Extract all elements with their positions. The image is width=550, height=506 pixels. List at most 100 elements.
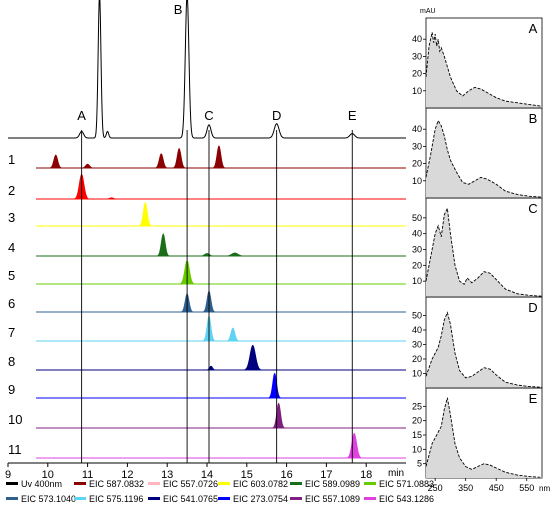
x-tick-label-18: 18 — [360, 469, 372, 481]
y-tick-label: 10 — [412, 276, 422, 286]
legend-swatch — [364, 497, 376, 500]
legend-item: EIC 573.1040 — [6, 494, 76, 504]
y-tick-label: 40 — [412, 325, 422, 335]
eic-peak-7-2 — [224, 327, 241, 342]
eic-trace-1: 1 — [8, 145, 406, 169]
y-tick-label: 20 — [412, 69, 422, 79]
y-tick-label: 10 — [412, 444, 422, 454]
legend-swatch — [290, 497, 302, 500]
legend-swatch — [74, 482, 86, 485]
spectrum-area — [426, 208, 542, 297]
spectrum-line — [425, 206, 543, 297]
legend-swatch — [290, 482, 302, 485]
eic-peak-1-2 — [79, 163, 96, 169]
spectrum-panel-D: 10 20 30 40 50 D — [412, 296, 543, 389]
spectrum-panel-B: 10 20 30 40 B — [412, 107, 543, 199]
peak-label-B: B — [174, 2, 183, 17]
y-tick-label: 30 — [412, 141, 422, 151]
legend-item: EIC 557.0726 — [148, 479, 218, 489]
legend-swatch — [74, 497, 86, 500]
spectra-x-tick-label: 350 — [458, 483, 473, 493]
y-tick-label: 20 — [412, 416, 422, 426]
trace-number-10: 10 — [8, 412, 22, 427]
eic-peak-8-2 — [241, 344, 265, 371]
eic-trace-9: 9 — [8, 372, 406, 399]
y-tick-label: 20 — [412, 159, 422, 169]
spectrum-panel-C: 10 20 30 40 50 C — [412, 197, 543, 298]
eic-peak-4-3 — [222, 252, 248, 257]
legend-label: EIC 603.0782 — [233, 479, 288, 489]
spectrum-line — [425, 32, 543, 107]
legend-swatch — [364, 482, 376, 485]
eic-trace-2: 2 — [8, 173, 406, 200]
eic-peak-10-1 — [270, 402, 287, 429]
y-tick-label: 30 — [412, 245, 422, 255]
legend-swatch — [148, 497, 160, 500]
legend-label: EIC 543.1286 — [379, 494, 434, 504]
eic-trace-6: 6 — [8, 290, 406, 313]
legend-swatch — [218, 482, 230, 485]
spectrum-label-C: C — [528, 201, 537, 216]
eic-peak-3-1 — [137, 202, 154, 227]
legend-item: EIC 575.1196 — [74, 494, 143, 504]
legend-label: Uv 400nm — [21, 479, 62, 489]
legend-swatch — [218, 497, 230, 500]
legend-item: EIC 557.1089 — [290, 494, 360, 504]
legend-label: EIC 587.0832 — [89, 479, 144, 489]
eic-peak-11-1 — [344, 432, 365, 459]
eic-peak-4-2 — [197, 253, 217, 257]
y-tick-label: 10 — [412, 369, 422, 379]
spectra-x-tick-label: 550 — [519, 483, 534, 493]
spectra-unit-label: mAU — [420, 8, 436, 15]
uv-spectra-panels: mAU 10 20 30 40 A 10 20 30 40 B 10 20 30 40 50 C 10 20 30 40… — [412, 8, 550, 493]
x-tick-label-15: 15 — [241, 469, 253, 481]
y-tick-label: 40 — [412, 124, 422, 134]
eic-trace-8: 8 — [8, 344, 406, 371]
eic-trace-10: 10 — [8, 402, 406, 429]
y-tick-label: 50 — [412, 311, 422, 321]
y-tick-label: 10 — [412, 86, 422, 96]
y-tick-label: 30 — [412, 51, 422, 61]
legend-label: EIC 541.0765 — [163, 494, 218, 504]
chart-legend: Uv 400nm EIC 587.0832 EIC 557.0726 EIC 603.… — [6, 479, 434, 504]
y-tick-label: 30 — [412, 340, 422, 350]
legend-item: EIC 603.0782 — [218, 479, 288, 489]
legend-label: EIC 557.0726 — [163, 479, 218, 489]
legend-swatch — [6, 482, 18, 485]
trace-number-7: 7 — [8, 325, 15, 340]
legend-label: EIC 575.1196 — [89, 494, 143, 504]
legend-item: EIC 273.0754 — [218, 494, 288, 504]
x-tick-label-17: 17 — [320, 469, 332, 481]
spectrum-area — [426, 120, 542, 198]
legend-label: EIC 273.0754 — [233, 494, 288, 504]
legend-label: EIC 573.1040 — [21, 494, 76, 504]
trace-number-4: 4 — [8, 240, 15, 255]
eic-trace-4: 4 — [8, 233, 406, 257]
peak-label-A: A — [77, 108, 86, 123]
trace-number-1: 1 — [8, 152, 15, 167]
peak-label-E: E — [348, 108, 357, 123]
eic-peak-1-4 — [170, 148, 188, 169]
spectrum-line — [425, 311, 543, 388]
eic-peak-1-3 — [153, 153, 170, 169]
eic-peak-1-1 — [47, 154, 64, 169]
eic-trace-11: 11 — [8, 432, 406, 459]
x-tick-label-16: 16 — [280, 469, 292, 481]
y-tick-label: 50 — [412, 213, 422, 223]
peak-label-C: C — [204, 108, 213, 123]
y-tick-label: 10 — [412, 176, 422, 186]
spectra-x-tick-label: 250 — [428, 483, 443, 493]
spectrum-label-E: E — [529, 391, 538, 406]
eic-peak-1-5 — [210, 145, 228, 169]
y-tick-label: 40 — [412, 34, 422, 44]
eic-peak-4-1 — [154, 233, 172, 257]
spectrum-area — [426, 32, 542, 108]
legend-item: EIC 571.0883 — [364, 479, 434, 489]
x-tick-label-12: 12 — [121, 469, 133, 481]
y-tick-label: 40 — [412, 229, 422, 239]
peak-label-D: D — [272, 108, 281, 123]
x-tick-label-9: 9 — [5, 469, 11, 481]
trace-number-3: 3 — [8, 210, 15, 225]
legend-item: EIC 541.0765 — [148, 494, 218, 504]
x-tick-label-11: 11 — [82, 469, 93, 481]
